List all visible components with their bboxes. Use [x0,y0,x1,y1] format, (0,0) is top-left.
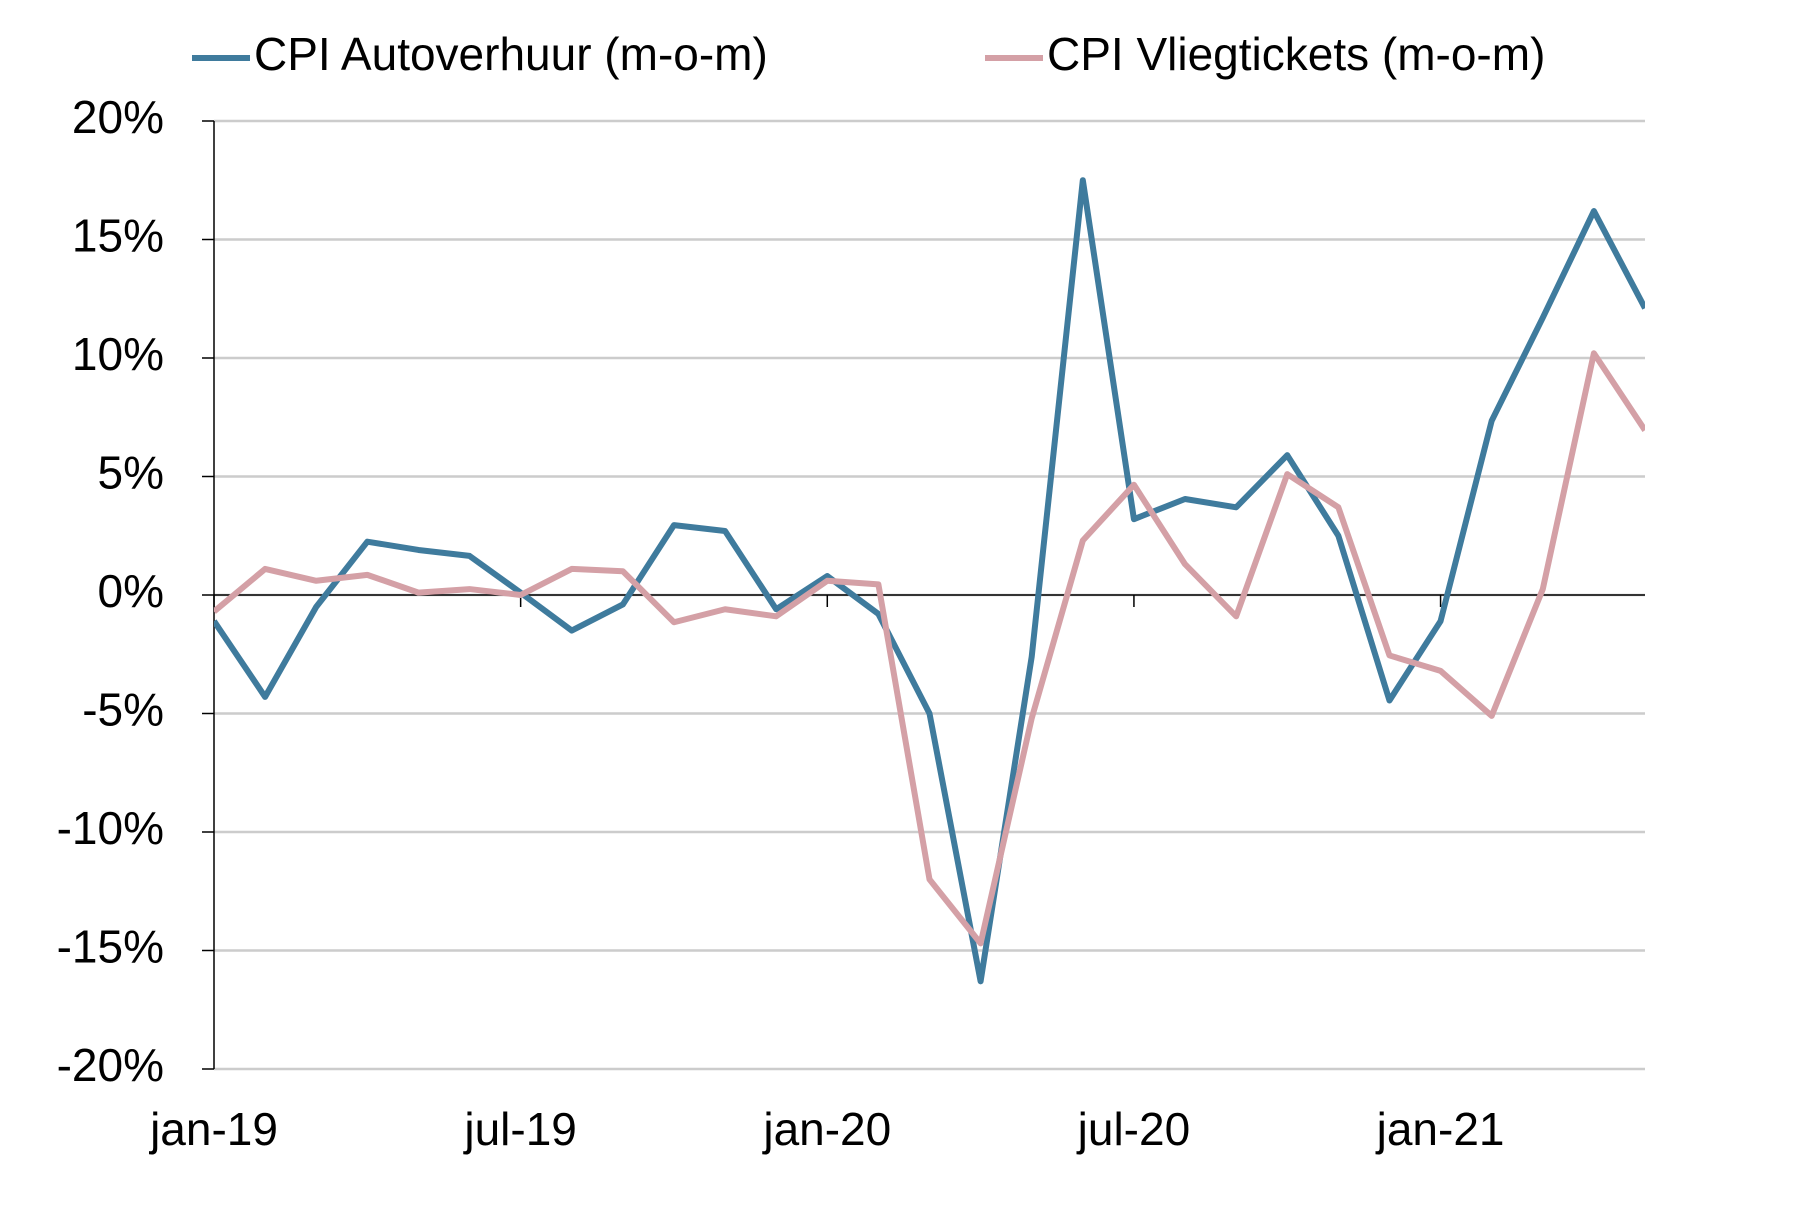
x-tick-label: jan-21 [1375,1103,1505,1155]
x-tick-label: jan-19 [148,1103,278,1155]
y-tick-label: 10% [72,328,164,380]
y-tick-label: 15% [72,210,164,262]
y-tick-label: -5% [82,684,164,736]
y-tick-label: -15% [57,921,164,973]
y-tick-label: 5% [98,447,164,499]
legend-label: CPI Vliegtickets (m-o-m) [1047,28,1545,80]
legend-label: CPI Autoverhuur (m-o-m) [254,28,768,80]
y-tick-label: 20% [72,91,164,143]
x-tick-label: jul-20 [1076,1103,1191,1155]
y-tick-label: -20% [57,1039,164,1091]
x-tick-label: jul-19 [462,1103,577,1155]
series-line [214,350,1645,947]
y-tick-label: -10% [57,802,164,854]
x-tick-label: jan-20 [761,1103,891,1155]
y-tick-label: 0% [98,565,164,617]
series-line [214,177,1645,985]
